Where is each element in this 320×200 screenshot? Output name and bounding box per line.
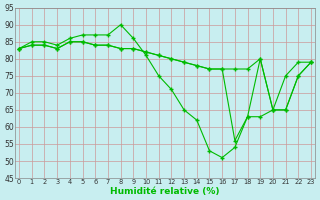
X-axis label: Humidité relative (%): Humidité relative (%) [110, 187, 220, 196]
